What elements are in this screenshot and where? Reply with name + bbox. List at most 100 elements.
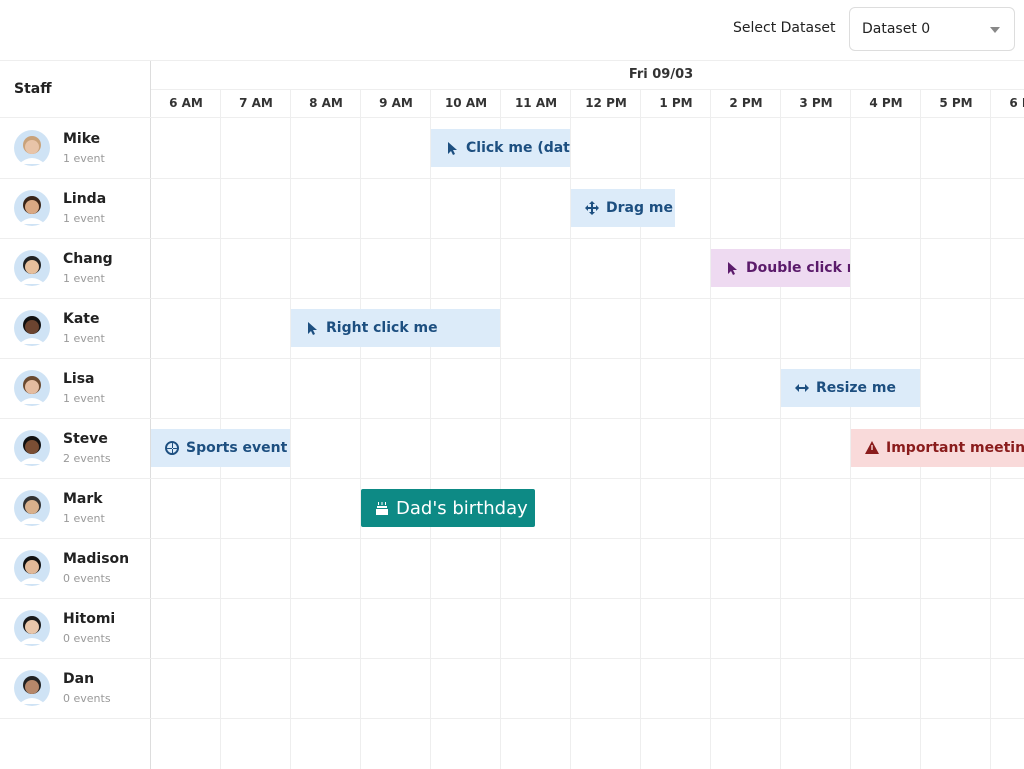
hour-label: 2 PM	[729, 96, 763, 110]
row-line	[0, 238, 1024, 239]
avatar-face	[25, 320, 39, 334]
event-count: 0 events	[63, 692, 111, 705]
event-icon	[865, 441, 879, 454]
event[interactable]: Important meeting	[851, 429, 1024, 467]
avatar	[14, 430, 50, 466]
staff-name: Mark	[63, 491, 103, 507]
avatar	[14, 250, 50, 286]
row-line	[0, 598, 1024, 599]
hour-label: 10 AM	[444, 96, 488, 110]
hour-label: 6 PM	[1009, 96, 1024, 110]
event-icon	[728, 262, 737, 275]
avatar-body	[19, 578, 45, 584]
hour-label: 9 AM	[379, 96, 413, 110]
avatar-body	[19, 458, 45, 464]
event[interactable]: Drag me	[571, 189, 675, 227]
hour-label: 5 PM	[939, 96, 973, 110]
staff-name: Hitomi	[63, 611, 116, 627]
event-count: 1 event	[63, 332, 105, 345]
staff-name: Lisa	[63, 371, 95, 387]
avatar	[14, 370, 50, 406]
avatar-body	[19, 158, 45, 164]
scheduler: Staff Fri 09/03 6 AM 7 AM 8 AM 9 AM 10 AM 11 …	[0, 60, 1024, 769]
avatar	[14, 670, 50, 706]
hour-label: 4 PM	[869, 96, 903, 110]
icon-mark	[871, 445, 873, 450]
avatar-face	[25, 260, 39, 274]
event-text: Dad's birthday	[396, 497, 528, 519]
hour-line	[850, 89, 851, 769]
hour-label: 3 PM	[799, 96, 833, 110]
event-count: 1 event	[63, 272, 105, 285]
avatar-face	[25, 380, 39, 394]
hour-label: 12 PM	[585, 96, 627, 110]
event-icon	[795, 384, 809, 392]
avatar-body	[19, 278, 45, 284]
avatar-body	[19, 698, 45, 704]
avatar	[14, 610, 50, 646]
hour-line	[290, 89, 291, 769]
hour-line	[710, 89, 711, 769]
staff-header: Staff	[14, 81, 52, 97]
icon-shape	[448, 142, 457, 155]
hour-line	[780, 89, 781, 769]
avatar-body	[19, 338, 45, 344]
header-line	[151, 89, 1024, 90]
avatar	[14, 550, 50, 586]
date-text: Fri 09/03	[628, 67, 694, 82]
icon-shape	[376, 502, 388, 515]
event-count: 1 event	[63, 392, 105, 405]
hour-line	[500, 89, 501, 769]
row-line	[0, 718, 1024, 719]
staff-divider	[150, 61, 151, 769]
event-count: 2 events	[63, 452, 111, 465]
event-text: Drag me	[606, 200, 673, 216]
staff-name: Steve	[63, 431, 108, 447]
avatar-face	[25, 140, 39, 154]
staff-name: Madison	[63, 551, 130, 567]
row-line	[0, 178, 1024, 179]
staff-name: Chang	[63, 251, 113, 267]
avatar-face	[25, 500, 39, 514]
row-line	[0, 538, 1024, 539]
avatar	[14, 490, 50, 526]
hour-line	[360, 89, 361, 769]
event[interactable]: Click me (dat	[431, 129, 570, 167]
hour-line	[430, 89, 431, 769]
event-icon	[165, 441, 179, 455]
event[interactable]: Right click me	[291, 309, 500, 347]
event[interactable]: Sports event	[151, 429, 290, 467]
event[interactable]: Double click me	[711, 249, 850, 287]
event-text: Click me (dat	[466, 140, 570, 156]
header-line	[0, 117, 1024, 118]
avatar-face	[25, 560, 39, 574]
event-count: 0 events	[63, 632, 111, 645]
event-count: 1 event	[63, 512, 105, 525]
event-count: 1 event	[63, 152, 105, 165]
event-text: Sports event	[186, 440, 288, 456]
row-line	[0, 298, 1024, 299]
avatar-face	[25, 620, 39, 634]
event-text: Right click me	[326, 320, 438, 336]
avatar-face	[25, 680, 39, 694]
hour-label: 7 AM	[239, 96, 273, 110]
icon-shape	[165, 441, 179, 455]
event-icon	[448, 142, 457, 155]
avatar-body	[19, 398, 45, 404]
event[interactable]: Resize me	[781, 369, 920, 407]
hour-label: 8 AM	[309, 96, 343, 110]
event[interactable]: Dad's birthday	[361, 489, 535, 527]
hour-line	[640, 89, 641, 769]
dataset-dropdown[interactable]: Dataset 0	[849, 7, 1015, 51]
staff-name: Kate	[63, 311, 100, 327]
icon-shape	[728, 262, 737, 275]
event-count: 1 event	[63, 212, 105, 225]
staff-name: Linda	[63, 191, 107, 207]
staff-name: Dan	[63, 671, 95, 687]
row-line	[0, 358, 1024, 359]
event-icon	[585, 201, 599, 215]
icon-shape	[585, 201, 599, 215]
date-header: Fri 09/03	[151, 67, 1024, 82]
staff-name: Mike	[63, 131, 101, 147]
